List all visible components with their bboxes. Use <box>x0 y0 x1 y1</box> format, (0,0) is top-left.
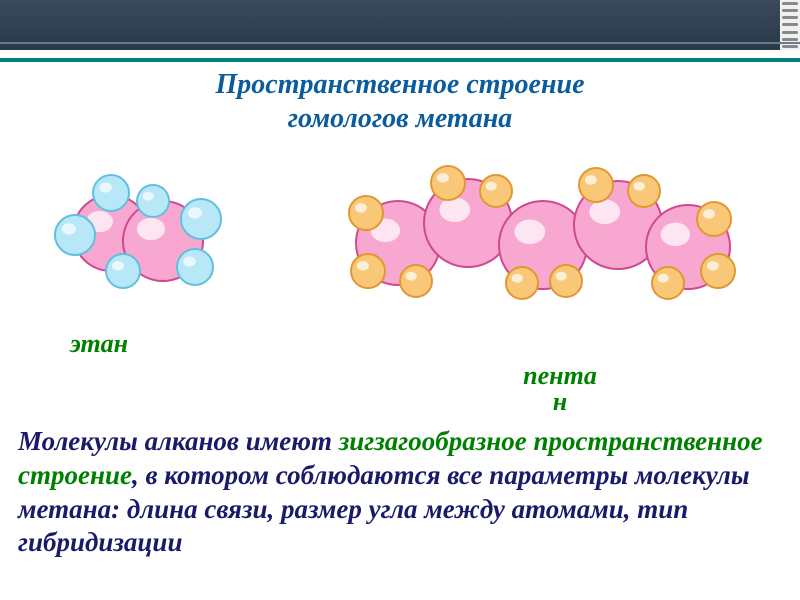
title-line-1: Пространственное строение <box>215 69 584 100</box>
slide-title: Пространственное строение гомологов мета… <box>0 68 800 135</box>
pentane-svg <box>338 153 748 313</box>
pentane-molecule <box>338 153 748 318</box>
molecules-row <box>0 145 800 325</box>
pentane-label: пента н <box>320 363 800 415</box>
body-text: Молекулы алканов имеют зигзагообразное п… <box>0 425 800 560</box>
spiral-binding <box>780 0 800 50</box>
title-line-2: гомологов метана <box>288 103 513 134</box>
body-green-1: зигзагообразное пространственное <box>339 426 763 456</box>
teal-divider <box>0 58 800 62</box>
slide-top-bar <box>0 0 800 50</box>
ethane-molecule <box>53 163 233 308</box>
ethane-label: этан <box>70 329 800 359</box>
ethane-svg <box>53 163 233 303</box>
body-green-2: строение <box>18 460 132 490</box>
body-part-1: Молекулы алканов имеют <box>18 426 339 456</box>
